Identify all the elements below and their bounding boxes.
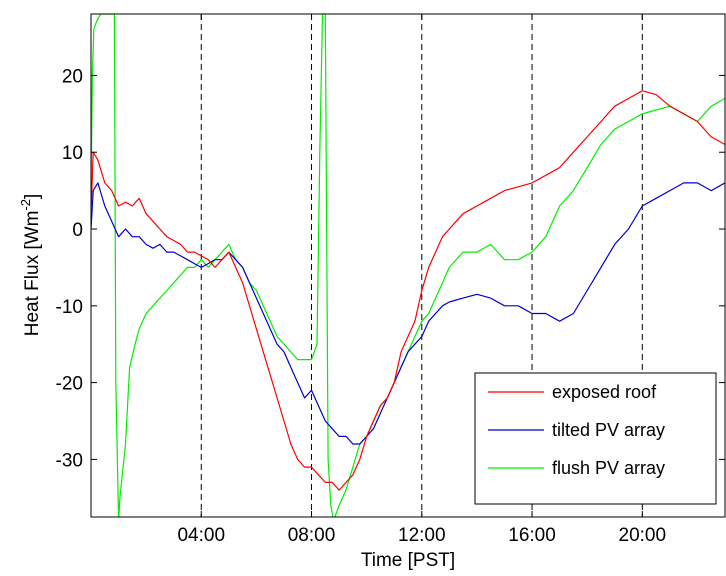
x-axis-ticks: 04:00 08:00 12:00 16:00 20:00 bbox=[177, 14, 666, 546]
x-tick-label: 08:00 bbox=[288, 525, 336, 546]
legend-box bbox=[474, 372, 717, 505]
legend-label-tilted-pv-array: tilted PV array bbox=[552, 420, 665, 440]
series-line-flush-pv-array bbox=[91, 14, 725, 517]
y-axis-label-close: ] bbox=[22, 194, 43, 199]
y-tick-label: -10 bbox=[56, 297, 83, 318]
series-line-tilted-pv-array bbox=[91, 182, 725, 445]
y-tick-label: 20 bbox=[62, 66, 83, 87]
y-axis-ticks: -30 -20 -10 0 10 20 bbox=[56, 66, 725, 471]
x-tick-label: 16:00 bbox=[508, 525, 556, 546]
y-tick-label: 10 bbox=[62, 143, 83, 164]
x-tick-label: 20:00 bbox=[619, 525, 667, 546]
series-layer bbox=[91, 14, 725, 517]
x-tick-label: 04:00 bbox=[177, 525, 225, 546]
y-tick-label: 0 bbox=[72, 220, 83, 241]
legend-label-flush-pv-array: flush PV array bbox=[552, 458, 665, 478]
x-axis-label: Time [PST] bbox=[361, 550, 455, 571]
x-tick-label: 12:00 bbox=[398, 525, 446, 546]
y-axis-label-main: Heat Flux [Wm bbox=[22, 211, 43, 337]
y-axis-label: Heat Flux [Wm-2] bbox=[18, 194, 43, 336]
y-tick-label: -30 bbox=[56, 450, 83, 471]
plot-frame bbox=[90, 13, 726, 518]
series-line-exposed-roof bbox=[91, 90, 725, 491]
y-tick-label: -20 bbox=[56, 374, 83, 395]
vertical-dashed-lines bbox=[200, 14, 643, 517]
y-axis-label-sup: -2 bbox=[18, 199, 33, 211]
legend: exposed roof tilted PV array flush PV ar… bbox=[474, 372, 717, 505]
legend-label-exposed-roof: exposed roof bbox=[552, 382, 657, 402]
